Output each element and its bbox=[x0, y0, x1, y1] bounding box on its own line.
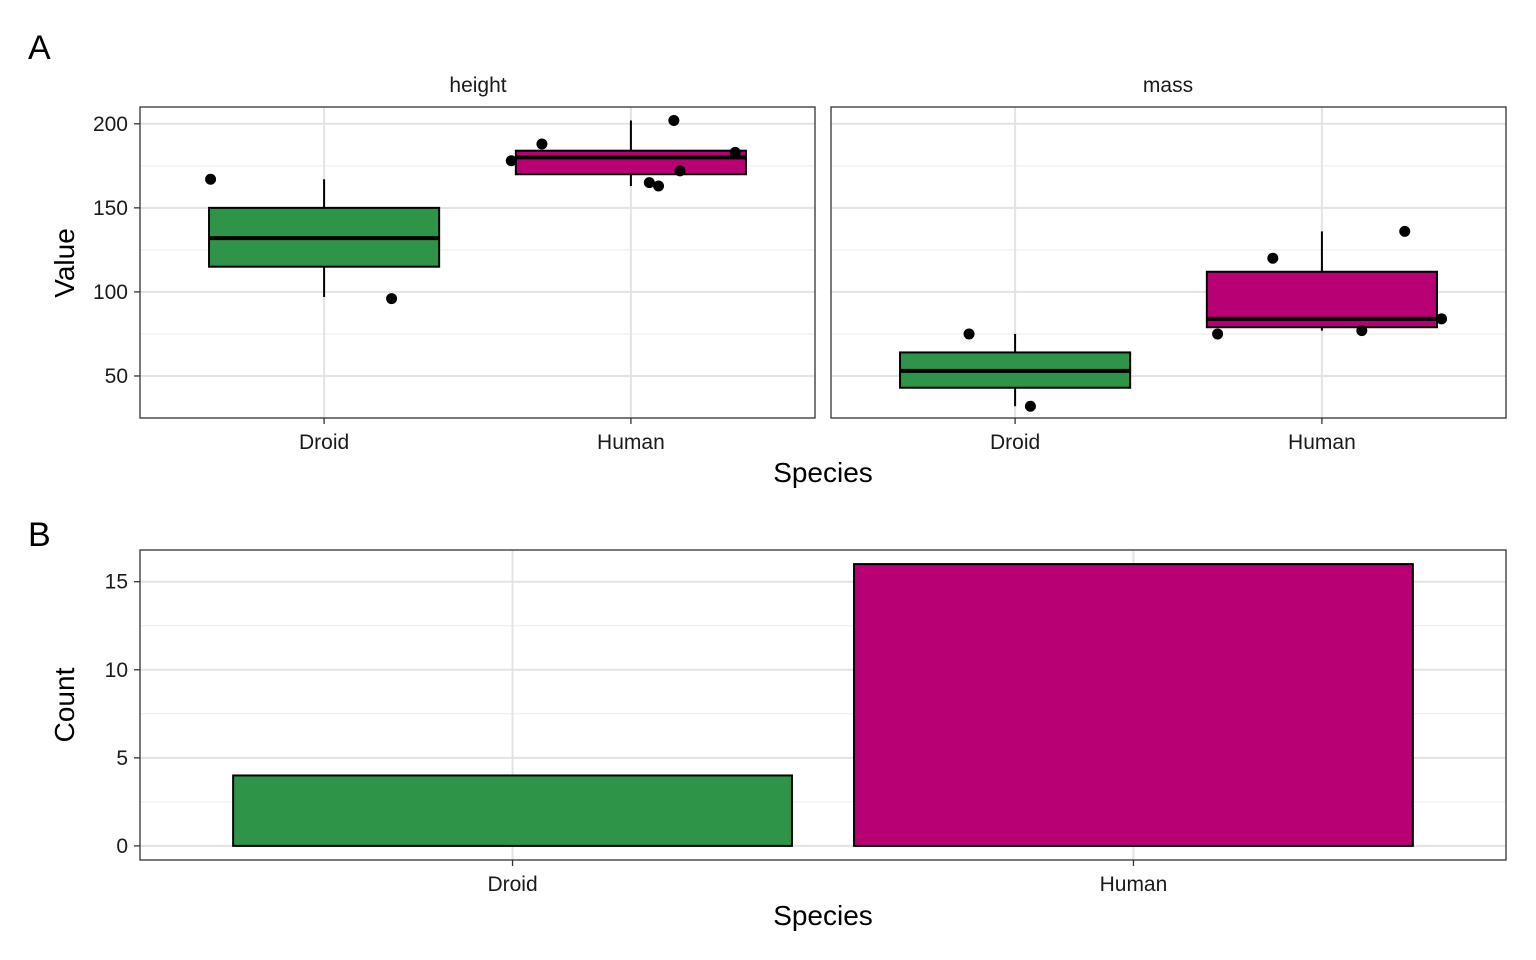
panel-a-y-tick-label-200: 200 bbox=[93, 113, 128, 136]
panel-a-y-tick-label-50: 50 bbox=[105, 365, 128, 388]
height-point-human-6 bbox=[668, 114, 680, 126]
panel-b-bars bbox=[232, 563, 1414, 847]
facet-height-points bbox=[205, 114, 741, 305]
panel-b-x-ticks: Droid Human bbox=[487, 860, 1167, 896]
mass-point-human-2 bbox=[1267, 252, 1279, 264]
height-point-human-2 bbox=[505, 155, 517, 167]
mass-point-human-5 bbox=[1399, 225, 1411, 237]
mass-point-human-3 bbox=[1212, 328, 1224, 340]
bar-droid bbox=[232, 774, 793, 847]
facet-mass-x-ticks: Droid Human bbox=[990, 418, 1356, 454]
height-x-tick-label-human: Human bbox=[597, 431, 665, 454]
facet-mass-points bbox=[963, 225, 1448, 412]
height-point-human-4 bbox=[643, 177, 655, 189]
panel-a-facet-mass: mass Droid Human bbox=[830, 74, 1507, 454]
panel-a-y-axis-title: Value bbox=[49, 228, 80, 298]
panel-a-x-axis-title: Species bbox=[773, 457, 873, 488]
panel-b-bar-chart: 0 5 10 15 Droid Human bbox=[105, 549, 1507, 896]
panel-b-x-tick-label-human: Human bbox=[1100, 873, 1168, 896]
facet-height-border bbox=[139, 106, 816, 419]
panel-b-tag: B bbox=[28, 516, 51, 554]
facet-strip-label-height: height bbox=[449, 74, 506, 97]
panel-a-y-tick-label-150: 150 bbox=[93, 197, 128, 220]
facet-height-boxes bbox=[208, 120, 747, 297]
mass-point-human-6 bbox=[1436, 313, 1448, 325]
facet-mass-border bbox=[830, 106, 1507, 419]
panel-a-tag: A bbox=[28, 29, 51, 67]
panel-b-y-tick-label-10: 10 bbox=[105, 659, 128, 682]
panel-b-y-tick-label-0: 0 bbox=[116, 835, 128, 858]
height-point-human-5 bbox=[653, 180, 665, 192]
mass-point-droid-1 bbox=[1024, 400, 1036, 412]
height-point-droid-0 bbox=[205, 173, 217, 185]
panel-a-facet-height: height 50 100 150 200 Droid Human bbox=[93, 74, 816, 454]
height-point-human-7 bbox=[674, 165, 686, 177]
panel-b-y-tick-label-5: 5 bbox=[116, 747, 128, 770]
panel-b-x-tick-label-droid: Droid bbox=[487, 873, 537, 896]
height-point-droid-1 bbox=[386, 293, 398, 305]
panel-b-y-axis-title: Count bbox=[49, 667, 80, 742]
height-human-box bbox=[514, 149, 747, 176]
mass-x-tick-label-human: Human bbox=[1288, 431, 1356, 454]
bar-human bbox=[853, 563, 1414, 847]
facet-height-x-ticks: Droid Human bbox=[299, 418, 665, 454]
facet-mass-boxes bbox=[899, 231, 1438, 407]
mass-point-droid-0 bbox=[963, 328, 975, 340]
panel-b-y-ticks: 0 5 10 15 bbox=[105, 571, 140, 858]
height-x-tick-label-droid: Droid bbox=[299, 431, 349, 454]
facet-height-y-ticks: 50 100 150 200 bbox=[93, 113, 140, 388]
panel-b-x-axis-title: Species bbox=[773, 900, 873, 931]
panel-a-y-tick-label-100: 100 bbox=[93, 281, 128, 304]
mass-point-human-4 bbox=[1356, 325, 1368, 337]
panel-b-y-tick-label-15: 15 bbox=[105, 571, 128, 594]
height-point-human-3 bbox=[536, 138, 548, 150]
panel-b-border bbox=[139, 549, 1507, 861]
mass-x-tick-label-droid: Droid bbox=[990, 431, 1040, 454]
facet-strip-label-mass: mass bbox=[1143, 74, 1193, 97]
height-point-human-8 bbox=[729, 146, 741, 158]
